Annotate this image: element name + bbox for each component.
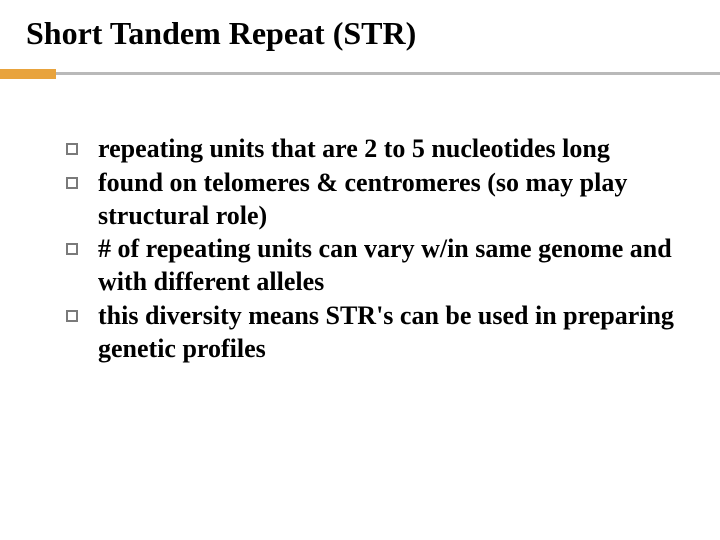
slide-title: Short Tandem Repeat (STR) [26,14,694,52]
slide: Short Tandem Repeat (STR) repeating unit… [0,0,720,540]
title-rule-gray [0,72,720,75]
list-item-text: # of repeating units can vary w/in same … [98,232,682,299]
list-item: this diversity means STR's can be used i… [66,299,682,366]
list-item: # of repeating units can vary w/in same … [66,232,682,299]
list-item: repeating units that are 2 to 5 nucleoti… [66,132,682,165]
hollow-square-icon [66,177,78,189]
list-item-text: repeating units that are 2 to 5 nucleoti… [98,132,610,165]
title-rule [0,66,720,86]
list-item-text: found on telomeres & centromeres (so may… [98,166,682,233]
list-item: found on telomeres & centromeres (so may… [66,166,682,233]
list-item-text: this diversity means STR's can be used i… [98,299,682,366]
hollow-square-icon [66,310,78,322]
hollow-square-icon [66,143,78,155]
hollow-square-icon [66,243,78,255]
bullet-list: repeating units that are 2 to 5 nucleoti… [26,86,694,365]
title-rule-orange [0,69,56,79]
